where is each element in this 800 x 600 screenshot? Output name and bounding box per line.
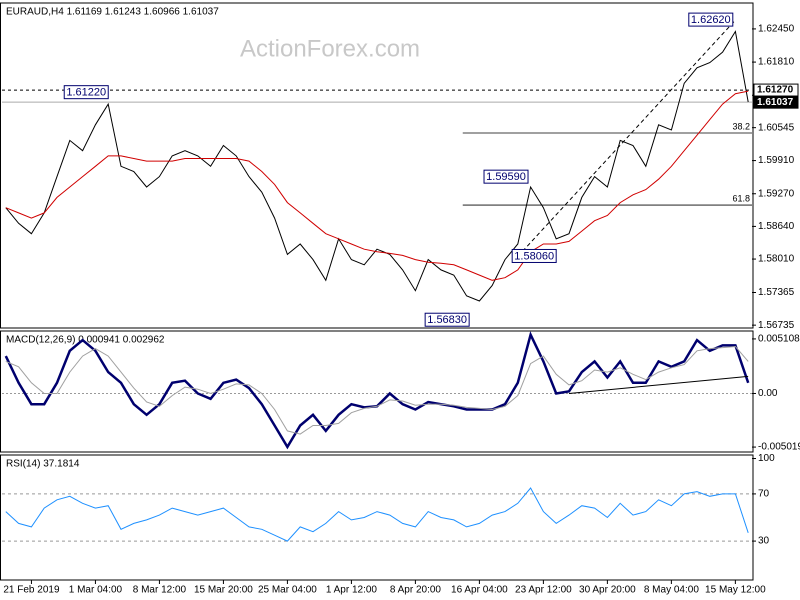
fib-label: 38.2 (732, 121, 750, 131)
y-tick-label: 1.56735 (758, 320, 795, 331)
x-tick-label: 21 Feb 2019 (3, 585, 60, 596)
y-tick-label: 1.61810 (758, 57, 795, 68)
price-label: 1.58060 (514, 250, 554, 262)
x-tick-label: 1 Mar 04:00 (69, 585, 123, 596)
x-tick-label: 8 Mar 12:00 (133, 585, 187, 596)
price-label-box (63, 85, 109, 100)
series-line (5, 345, 749, 435)
x-tick-label: 8 May 04:00 (644, 585, 699, 596)
x-tick-label: 15 Mar 20:00 (194, 585, 253, 596)
y-tick-label: 30 (758, 536, 770, 547)
price-label-box (483, 169, 529, 184)
price-label: 1.56830 (427, 314, 467, 326)
trend-line (517, 19, 736, 257)
y-tick-label: 1.57365 (758, 287, 795, 298)
fib-label: 61.8 (732, 193, 750, 203)
y-tick-label: 1.59270 (758, 188, 795, 199)
y-tick-label: 70 (758, 489, 770, 500)
panel-title: EURAUD,H4 1.61169 1.61243 1.60966 1.6103… (6, 7, 219, 18)
panel-frame (0, 454, 754, 581)
y-tick-label: 1.59910 (758, 155, 795, 166)
series-line (5, 487, 749, 542)
price-label-box (424, 312, 470, 327)
y-tick-label: 1.62450 (758, 24, 795, 35)
price-label-box (688, 12, 734, 27)
x-tick-label: 16 Apr 04:00 (451, 585, 508, 596)
panel-frame (0, 2, 754, 329)
panel-title: MACD(12,26,9) 0.000941 0.002962 (6, 335, 165, 346)
panel-title: RSI(14) 37.1814 (6, 459, 80, 470)
y-tick-label: 1.58640 (758, 221, 795, 232)
y-tick-label: 0.005108 (758, 334, 800, 345)
x-tick-label: 25 Mar 04:00 (258, 585, 317, 596)
x-tick-label: 30 Apr 20:00 (579, 585, 636, 596)
y-tick-label: -0.005019 (758, 442, 800, 453)
x-tick-label: 1 Apr 12:00 (326, 585, 378, 596)
series-line (5, 30, 749, 302)
price-tag (753, 95, 799, 109)
watermark: ActionForex.com (240, 35, 420, 62)
price-label: 1.61220 (66, 87, 106, 99)
price-tag-label: 1.61270 (757, 85, 794, 96)
x-tick-label: 8 Apr 20:00 (390, 585, 442, 596)
panel-frame (0, 330, 754, 453)
x-tick-label: 23 Apr 12:00 (515, 585, 572, 596)
y-tick-label: 1.58010 (758, 254, 795, 265)
trend-line (568, 375, 749, 394)
price-label: 1.62620 (691, 14, 731, 26)
series-line (5, 90, 749, 281)
price-label-box (511, 248, 557, 263)
y-tick-label: 100 (758, 453, 775, 464)
y-tick-label: 1.60545 (758, 122, 795, 133)
x-tick-label: 15 May 12:00 (705, 585, 766, 596)
price-tag-label: 1.61037 (757, 97, 794, 108)
y-tick-label: 0.00 (758, 388, 778, 399)
price-label: 1.59590 (486, 171, 526, 183)
